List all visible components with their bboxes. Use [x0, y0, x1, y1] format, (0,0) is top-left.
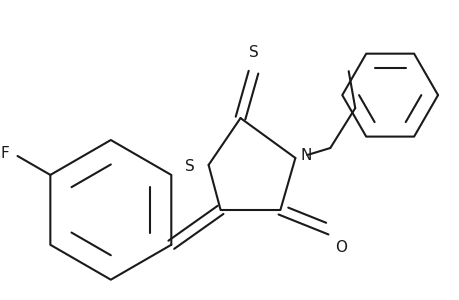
Text: F: F [1, 146, 10, 161]
Text: O: O [335, 240, 347, 255]
Text: S: S [248, 45, 258, 60]
Text: S: S [185, 160, 194, 175]
Text: N: N [300, 148, 311, 164]
